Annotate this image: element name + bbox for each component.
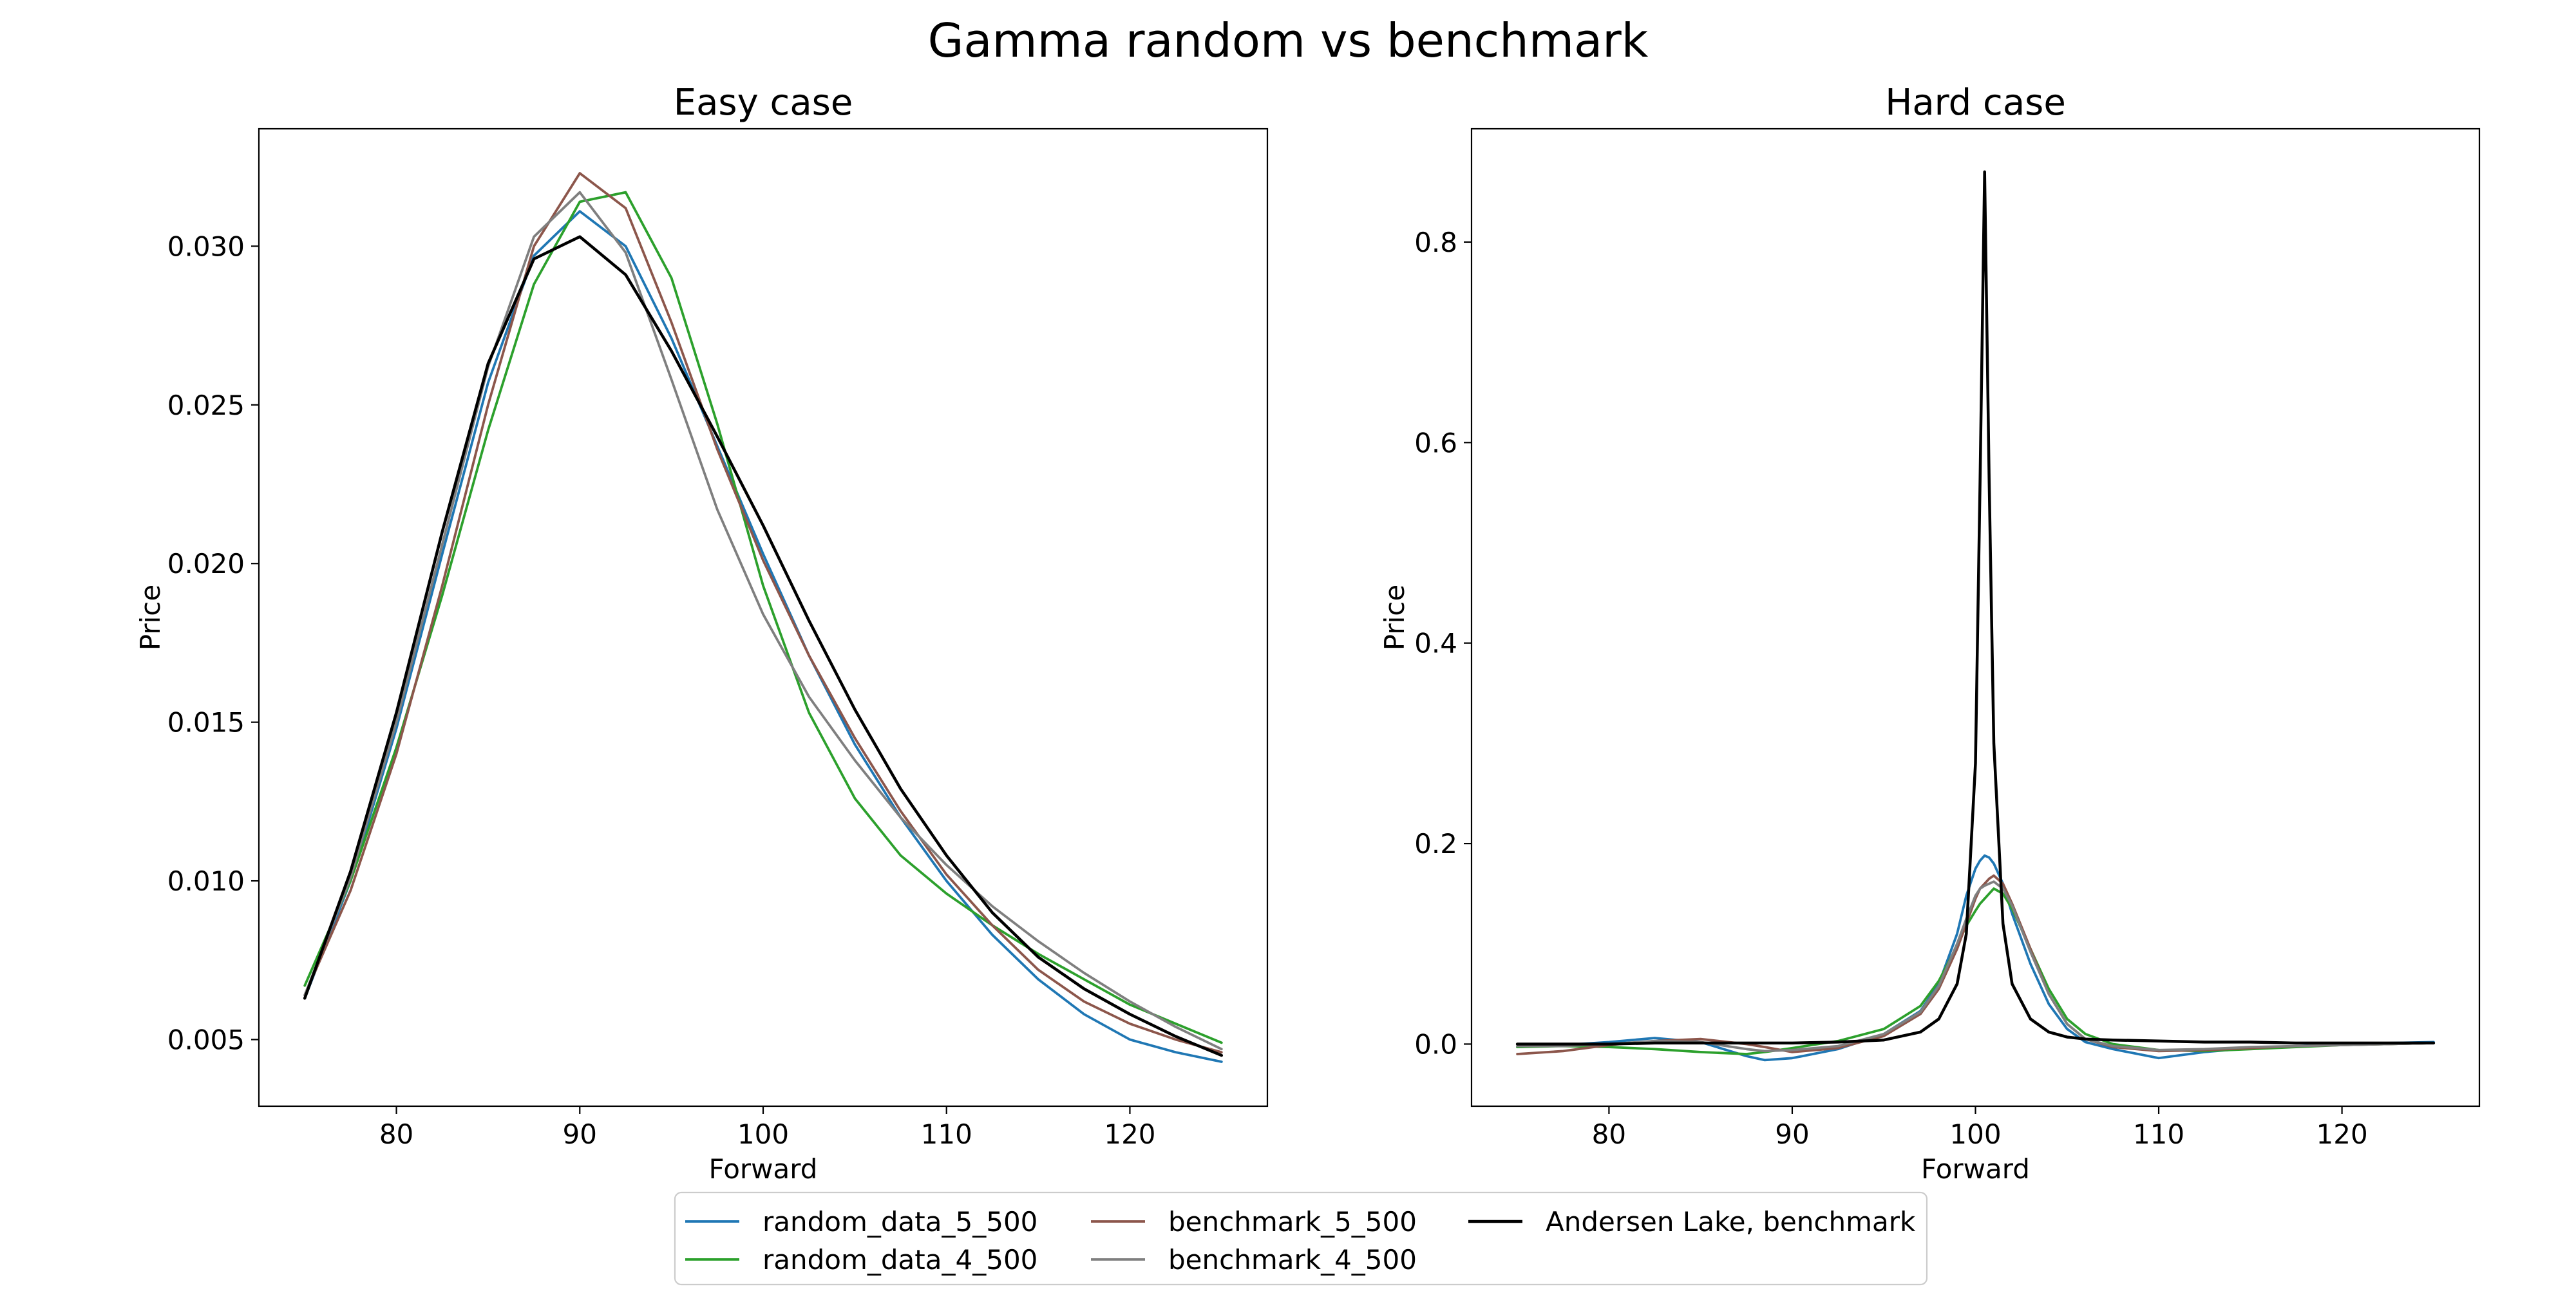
x-tick-label: 90 (563, 1118, 597, 1150)
series-lines (303, 172, 1224, 1063)
series-line-benchmark-5-500 (303, 172, 1223, 1054)
x-axis-label: Forward (709, 1153, 818, 1185)
series-line-benchmark-4-500 (1516, 880, 2435, 1053)
y-tick-label: 0.6 (1414, 427, 1457, 458)
legend-item-random-data-4-500: random_data_4_500 (685, 1244, 1037, 1276)
legend-item-random-data-5-500: random_data_5_500 (685, 1206, 1037, 1238)
x-tick-label: 80 (379, 1118, 413, 1150)
y-tick-label: 0.005 (167, 1024, 245, 1056)
x-tick-label: 110 (2133, 1118, 2184, 1150)
y-tick-label: 0.8 (1414, 227, 1457, 258)
series-line-random-data-5-500 (303, 210, 1223, 1063)
series-line-andersen-lake-benchmark (1515, 170, 2436, 1046)
x-tick-label: 90 (1775, 1118, 1809, 1150)
subplot-title: Easy case (674, 82, 853, 124)
x-tick-label: 80 (1592, 1118, 1626, 1150)
legend-item-andersen-lake-benchmark: Andersen Lake, benchmark (1468, 1206, 1916, 1238)
y-tick-label: 0.025 (167, 390, 245, 421)
subplot-title: Hard case (1885, 82, 2066, 124)
subplots: Easy case 80 90 100 110 120 0.005 0.010 0.015 0.0… (135, 82, 2481, 1185)
y-tick-label: 0.030 (167, 231, 245, 262)
legend: random_data_5_500 random_data_4_500 benchm… (674, 1191, 1928, 1286)
series-line-random-data-5-500 (1516, 854, 2435, 1062)
legend-label: benchmark_5_500 (1168, 1206, 1417, 1238)
y-tick-label: 0.0 (1414, 1028, 1457, 1060)
x-tick-label: 100 (737, 1118, 789, 1150)
series-line-andersen-lake-benchmark (303, 235, 1224, 1057)
y-tick-label: 0.4 (1414, 628, 1457, 659)
y-tick-label: 0.015 (167, 707, 245, 739)
series-line-random-data-4-500 (303, 191, 1223, 1044)
x-axis-label: Forward (1921, 1153, 2030, 1185)
y-axis-label: Price (1379, 585, 1410, 650)
x-tick-label: 100 (1949, 1118, 2001, 1150)
y-axis-label: Price (135, 585, 166, 650)
series-lines (1515, 170, 2436, 1062)
x-tick-label: 120 (2316, 1118, 2368, 1150)
legend-box (674, 1191, 1928, 1286)
legend-item-benchmark-5-500: benchmark_5_500 (1091, 1206, 1417, 1238)
figure-title: Gamma random vs benchmark (928, 14, 1649, 68)
subplot-hard-case: Hard case 80 90 100 110 120 0.0 0.2 0.4 0.6 0.8 For… (1379, 82, 2481, 1185)
legend-item-benchmark-4-500: benchmark_4_500 (1091, 1244, 1417, 1276)
legend-label: Andersen Lake, benchmark (1546, 1206, 1916, 1238)
legend-label: benchmark_4_500 (1168, 1244, 1417, 1276)
x-tick-label: 110 (921, 1118, 972, 1150)
y-tick-label: 0.020 (167, 548, 245, 580)
y-tick-label: 0.2 (1414, 828, 1457, 860)
legend-label: random_data_5_500 (762, 1206, 1037, 1238)
y-tick-label: 0.010 (167, 865, 245, 897)
series-line-benchmark-4-500 (303, 191, 1223, 1051)
legend-label: random_data_4_500 (762, 1244, 1037, 1276)
x-tick-label: 120 (1104, 1118, 1155, 1150)
subplot-easy-case: Easy case 80 90 100 110 120 0.005 0.010 0.015 0.0… (135, 82, 1269, 1185)
